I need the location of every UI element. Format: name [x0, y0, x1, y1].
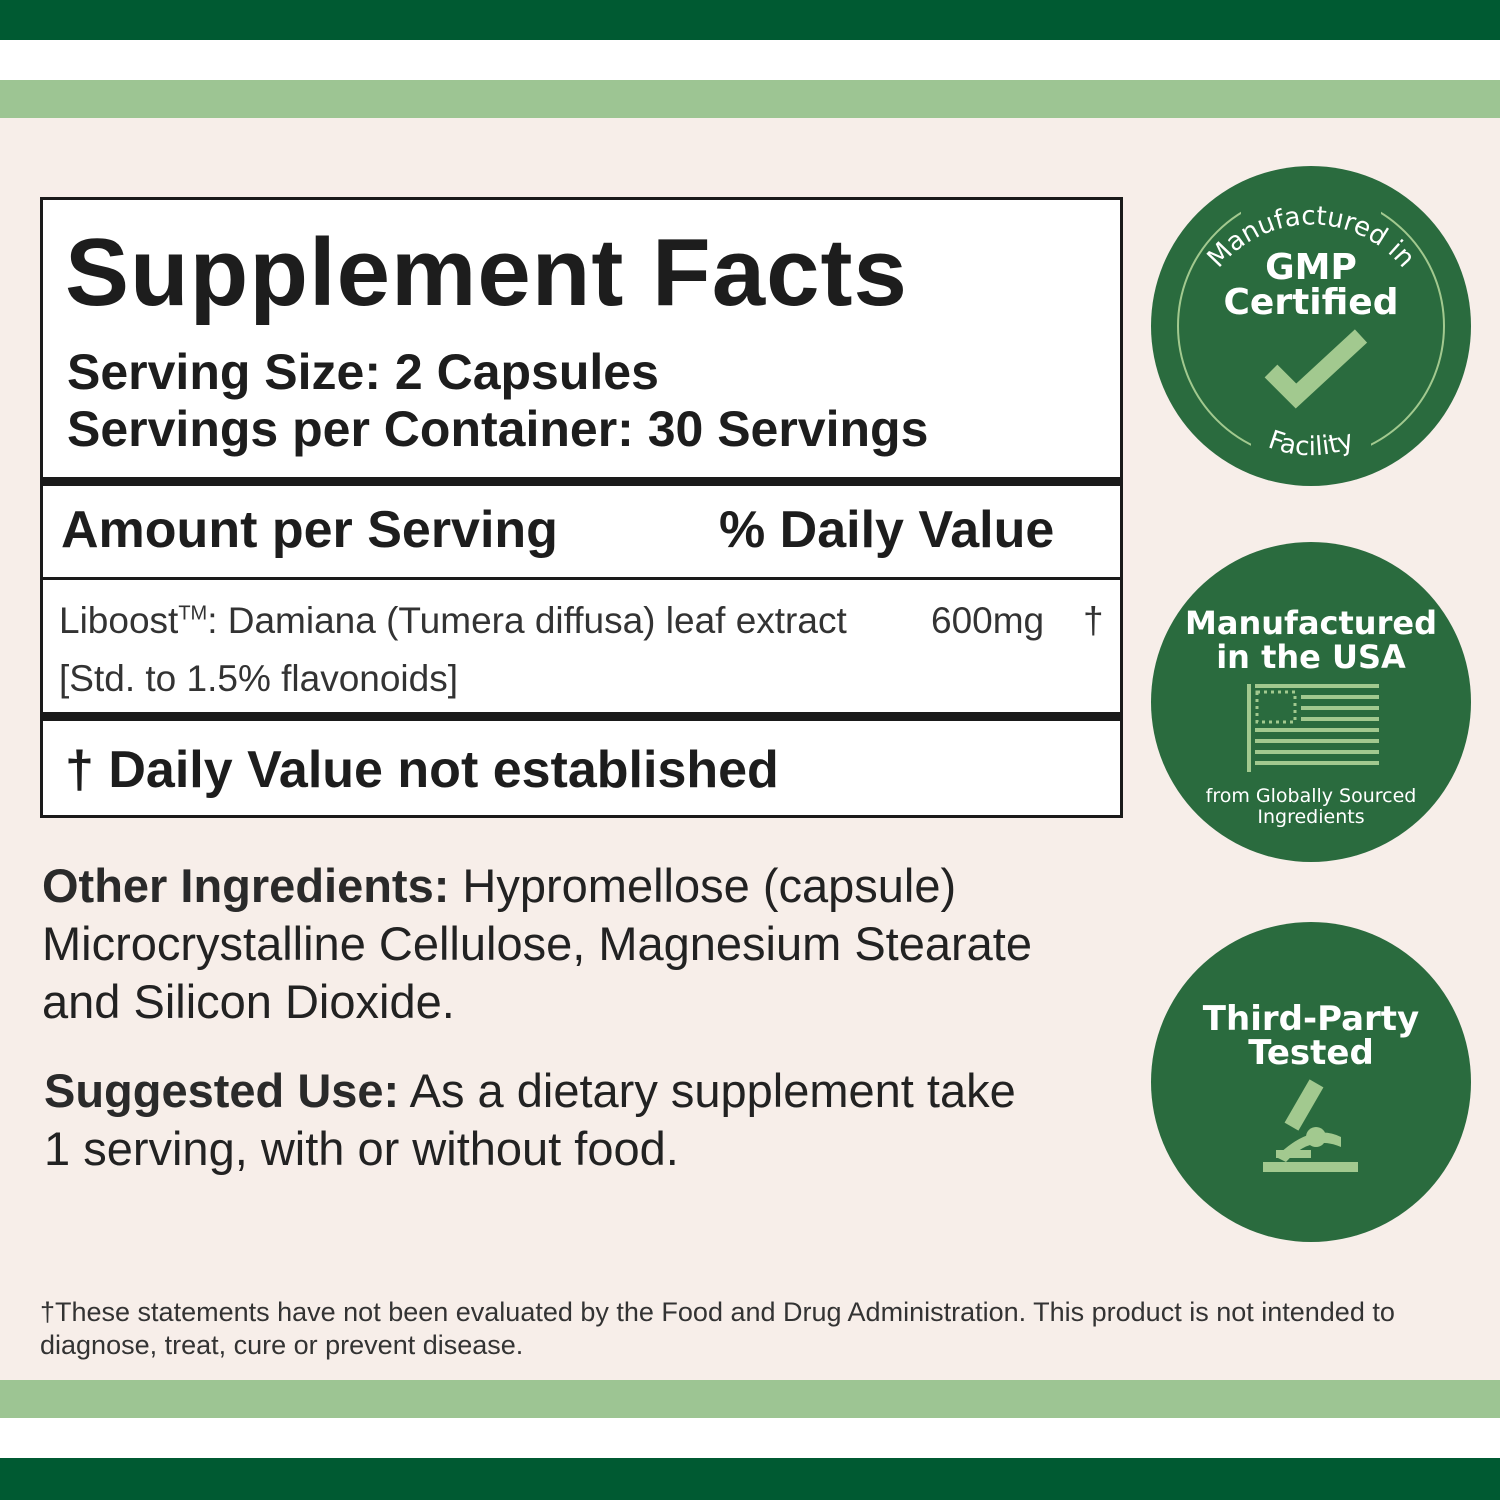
- checkmark-icon: [1264, 329, 1368, 409]
- usa-sub2: Ingredients: [1257, 806, 1364, 828]
- divider: [43, 712, 1120, 721]
- tested-line1: Third-Party: [1203, 999, 1419, 1039]
- other-ingredients: Other Ingredients: Hypromellose (capsule…: [42, 857, 1082, 1031]
- third-party-badge: Third-Party Tested: [1151, 922, 1471, 1242]
- top-light-band: [0, 80, 1500, 118]
- suggested-use: Suggested Use: As a dietary supplement t…: [44, 1062, 1034, 1178]
- ingredient-standard: [Std. to 1.5% flavonoids]: [59, 658, 459, 699]
- other-ingredients-text: Hypromellose (capsule) Microcrystalline …: [42, 859, 1033, 1028]
- bottom-dark-band: [0, 1458, 1500, 1500]
- ingredient-row: LiboostTM: Damiana (Tumera diffusa) leaf…: [59, 600, 1104, 642]
- divider: [43, 577, 1120, 580]
- top-dark-band: [0, 0, 1500, 40]
- amount-header: Amount per Serving: [61, 501, 558, 559]
- bottom-light-band: [0, 1380, 1500, 1418]
- daily-value-header: % Daily Value: [719, 501, 1055, 559]
- suggested-use-label: Suggested Use:: [44, 1064, 400, 1117]
- usa-sub1: from Globally Sourced: [1206, 785, 1417, 807]
- supplement-facts-panel: Supplement Facts Serving Size: 2 Capsule…: [40, 197, 1123, 818]
- gmp-badge: Manufactured in Facility GMP Certified: [1151, 166, 1471, 486]
- other-ingredients-label: Other Ingredients:: [42, 859, 450, 912]
- usa-line1: Manufactured: [1185, 604, 1437, 642]
- gmp-line1: GMP: [1265, 247, 1357, 288]
- suggested-use-text: As a dietary supplement take 1 serving, …: [44, 1064, 1016, 1175]
- ingredient-name: Liboost: [59, 600, 179, 641]
- dv-footnote: † Daily Value not established: [65, 741, 779, 799]
- top-white-band: [0, 40, 1500, 80]
- trademark: TM: [178, 602, 208, 625]
- usa-line2: in the USA: [1216, 638, 1406, 676]
- ingredient-dv: †: [1083, 600, 1104, 641]
- gmp-line2: Certified: [1223, 282, 1398, 323]
- ingredient-amount: 600mg: [931, 600, 1045, 641]
- usa-badge: Manufactured in the USA from Globally So…: [1151, 542, 1471, 862]
- tested-line2: Tested: [1248, 1033, 1374, 1073]
- bottom-white-band: [0, 1418, 1500, 1458]
- servings-per-container: Servings per Container: 30 Servings: [67, 401, 929, 457]
- facts-title: Supplement Facts: [65, 219, 908, 326]
- serving-size: Serving Size: 2 Capsules: [67, 344, 659, 400]
- us-flag-icon: [1247, 684, 1379, 772]
- ingredient-desc: : Damiana (Tumera diffusa) leaf extract: [207, 600, 847, 641]
- divider: [43, 477, 1120, 486]
- fda-disclaimer: †These statements have not been evaluate…: [40, 1297, 1395, 1360]
- microscope-icon: [1263, 1079, 1358, 1172]
